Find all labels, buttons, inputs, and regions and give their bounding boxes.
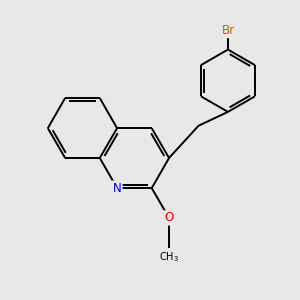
Text: N: N	[113, 182, 122, 195]
Text: CH$_3$: CH$_3$	[159, 250, 179, 264]
Text: O: O	[164, 212, 174, 224]
Text: Br: Br	[221, 24, 235, 37]
